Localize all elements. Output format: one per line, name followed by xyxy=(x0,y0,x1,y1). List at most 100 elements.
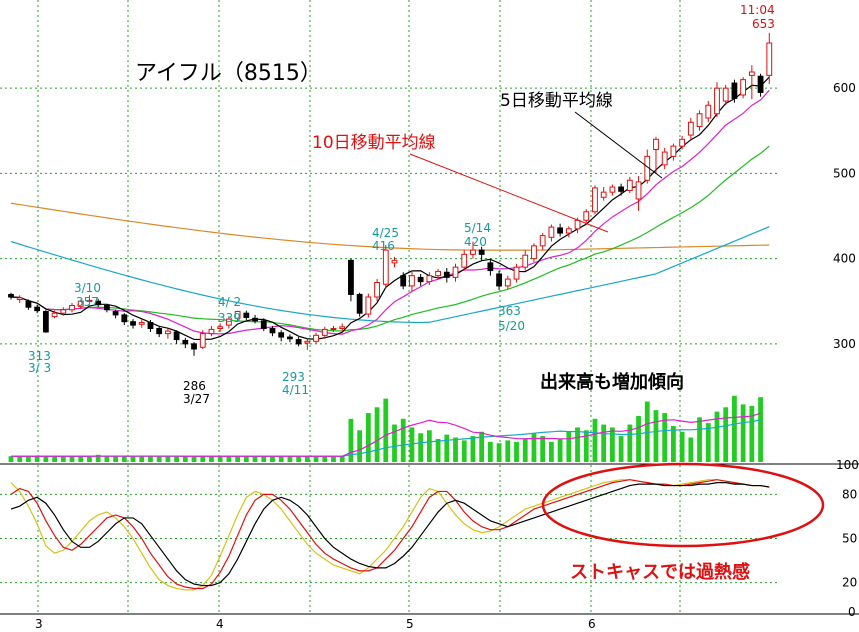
price-label-value: 286 xyxy=(183,379,206,393)
volume-bar xyxy=(252,456,258,462)
stoch-tick-label: 100 xyxy=(836,458,859,472)
candle-body xyxy=(443,271,450,278)
candle-body xyxy=(121,314,128,323)
volume-bar xyxy=(740,404,746,462)
candle-body xyxy=(69,305,75,311)
volume-bar xyxy=(69,456,75,462)
annotation-ma5: 5日移動平均線 xyxy=(500,91,613,111)
price-label-value: 363 xyxy=(498,304,521,318)
volume-bar xyxy=(662,413,668,462)
candle-body xyxy=(252,317,258,322)
candle-body xyxy=(557,227,563,234)
volume-bar xyxy=(697,417,702,462)
volume-bar xyxy=(732,395,737,462)
volume-bar xyxy=(139,456,145,462)
candle-body xyxy=(130,321,136,326)
candle-body xyxy=(382,249,389,285)
volume-bar xyxy=(121,456,127,462)
volume-bar xyxy=(296,456,302,462)
candle-body xyxy=(461,253,468,268)
volume-bar xyxy=(313,456,319,462)
candle-body xyxy=(696,113,703,128)
volume-bar xyxy=(17,456,23,462)
volume-bar xyxy=(583,430,589,462)
candle-body xyxy=(199,333,206,348)
volume-bar xyxy=(610,427,615,462)
volume-bar xyxy=(174,456,179,462)
price-tick-label: 300 xyxy=(833,337,856,351)
candle-body xyxy=(138,322,145,325)
candle-body xyxy=(661,151,668,166)
candle-body xyxy=(496,273,502,287)
volume-bar xyxy=(426,430,432,462)
volume-bar xyxy=(470,436,476,462)
candle-body xyxy=(583,211,590,221)
candle-body xyxy=(313,334,319,342)
candle-body xyxy=(513,266,520,280)
ma-25-line xyxy=(10,145,770,332)
annotation-ma5-pointer xyxy=(574,111,663,179)
candle-body xyxy=(278,332,285,338)
annotation-stoch-ellipse xyxy=(541,462,825,548)
candle-body xyxy=(182,339,189,345)
candle-body xyxy=(173,331,180,341)
candle-body xyxy=(8,293,14,298)
candle-body xyxy=(260,320,267,330)
volume-bar xyxy=(479,431,485,462)
volume-bar xyxy=(487,441,493,462)
price-label-date: 3/10 xyxy=(74,281,101,295)
volume-bar xyxy=(435,438,441,462)
candle-body xyxy=(164,330,171,335)
candle-body xyxy=(103,305,110,311)
volume-bar xyxy=(113,456,118,462)
price-label-date: 5/20 xyxy=(498,319,525,333)
volume-bar xyxy=(34,456,40,462)
candle-body xyxy=(757,75,764,93)
volume-bar xyxy=(522,438,528,462)
price-label-value: 313 xyxy=(28,349,51,363)
volume-bar xyxy=(365,413,371,462)
candle-body xyxy=(208,328,215,335)
volume-bar xyxy=(270,456,275,462)
price-label-date: 4/11 xyxy=(282,383,309,397)
volume-bar xyxy=(688,437,694,462)
candle-body xyxy=(679,138,686,147)
candle-body xyxy=(287,336,293,340)
candle-body xyxy=(330,328,337,331)
volume-bar xyxy=(148,456,153,462)
volume-bar xyxy=(209,456,214,462)
annotation-ma10-pointer xyxy=(409,153,609,233)
candle-body xyxy=(417,276,424,283)
candle-body xyxy=(766,42,773,76)
candle-body xyxy=(356,293,363,314)
volume-bar xyxy=(496,443,502,462)
volume-bar xyxy=(566,431,572,462)
stoch-tick-label: 0 xyxy=(848,605,856,619)
volume-bar xyxy=(671,426,676,462)
volume-bar xyxy=(749,405,755,462)
candle-body xyxy=(609,186,616,193)
volume-bar xyxy=(78,456,84,462)
candle-body xyxy=(112,310,119,316)
volume-bar xyxy=(601,424,607,462)
stoch-d-line xyxy=(10,479,770,590)
candle-body xyxy=(531,245,537,260)
volume-bar xyxy=(339,456,345,462)
annotation-volume: 出来高も増加傾向 xyxy=(540,371,684,393)
volume-bar xyxy=(653,410,659,462)
price-label-value: 420 xyxy=(464,235,487,249)
candle-body xyxy=(400,275,407,287)
last-price-label: 653 xyxy=(752,17,775,31)
candle-body xyxy=(600,191,607,198)
candle-body xyxy=(269,328,276,334)
ma-10-line xyxy=(10,89,770,335)
candle-body xyxy=(635,181,642,200)
candle-body xyxy=(504,278,511,287)
candle-body xyxy=(592,187,598,213)
ma-5-line xyxy=(10,76,770,341)
volume-bar xyxy=(60,456,66,462)
price-label-value: 416 xyxy=(372,239,395,253)
volume-bar xyxy=(723,407,729,462)
annotation-ma10: 10日移動平均線 xyxy=(312,133,436,153)
candle-body xyxy=(478,249,485,255)
